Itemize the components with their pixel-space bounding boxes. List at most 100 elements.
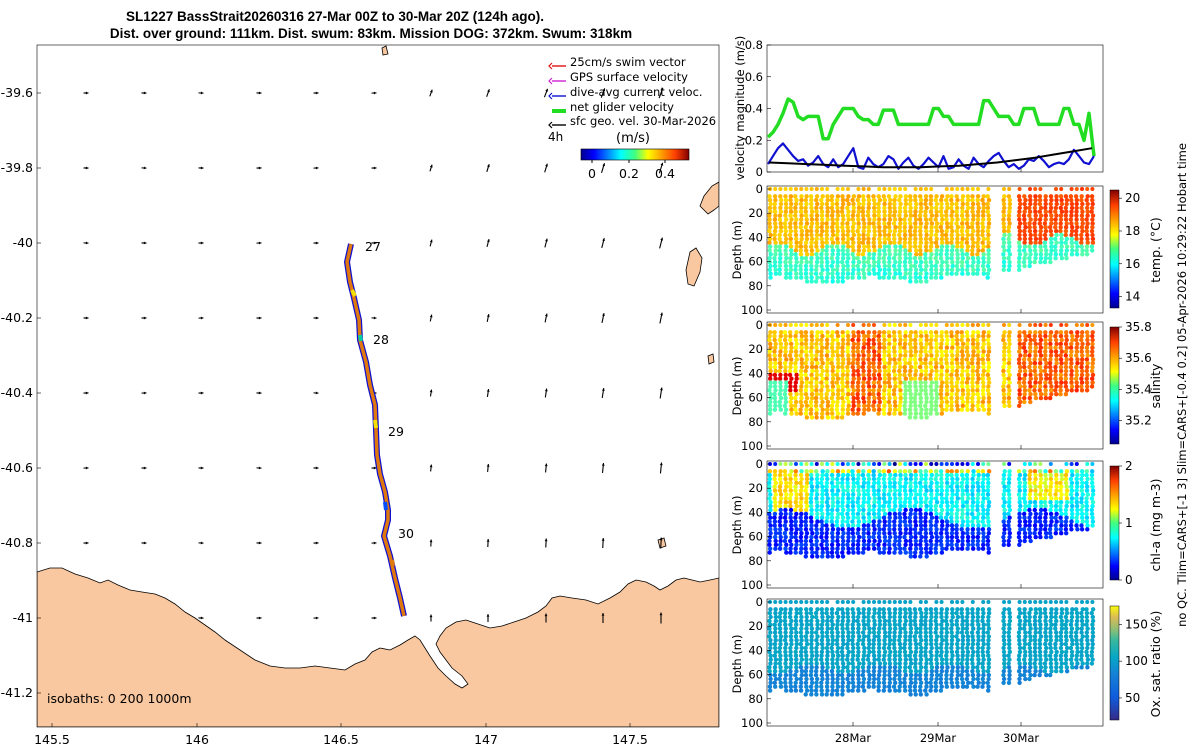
profile-sample-dot	[949, 333, 954, 339]
profile-sample-dot	[809, 649, 814, 655]
profile-sample-dot	[933, 618, 938, 624]
profile-sample-dot	[1001, 472, 1007, 478]
profile-sample-dot	[929, 333, 934, 339]
profile-sample-dot	[856, 252, 861, 257]
profile-sample-dot	[1033, 236, 1039, 242]
legend-dive-avg: dive-avg current veloc.	[570, 85, 703, 99]
profile-sample-dot	[1038, 496, 1044, 501]
profile-sample-dot	[846, 634, 851, 639]
profile-sample-dot	[914, 333, 919, 339]
profile-sample-dot	[970, 384, 975, 389]
profile-sample-dot	[856, 607, 861, 612]
profile-sample-dot	[799, 531, 804, 536]
profile-sample-dot	[886, 345, 892, 350]
profile-sample-dot	[944, 527, 949, 532]
profile-sample-dot	[882, 201, 887, 207]
profile-sample-dot	[1002, 232, 1007, 238]
profile-sample-dot	[907, 240, 912, 245]
profile-sample-dot	[891, 368, 897, 374]
profile-sample-dot	[965, 345, 970, 350]
profile-sample-dot	[777, 503, 783, 509]
profile-sample-dot	[777, 368, 782, 374]
profile-sample-dot	[886, 275, 892, 280]
profile-sample-dot	[783, 232, 788, 238]
profile-sample-dot	[860, 665, 866, 670]
profile-sample-dot	[949, 399, 954, 405]
profile-sample-dot	[866, 333, 871, 339]
profile-sample-dot	[892, 492, 897, 497]
profile-sample-dot	[840, 353, 845, 358]
profile-sample-dot	[917, 256, 923, 261]
profile-sample-dot	[928, 622, 934, 627]
profile-sample-dot	[835, 657, 840, 662]
profile-sample-dot	[815, 349, 820, 354]
profile-sample-dot	[824, 232, 829, 238]
profile-sample-dot	[954, 384, 959, 389]
profile-sample-dot	[1027, 476, 1032, 482]
profile-sample-dot	[918, 337, 923, 343]
profile-sample-dot	[782, 403, 788, 408]
surface-sample-dot	[1090, 187, 1095, 191]
profile-sample-dot	[1070, 472, 1075, 478]
profile-sample-dot	[1063, 205, 1069, 211]
profile-sample-dot	[934, 411, 940, 416]
profile-sample-dot	[825, 469, 830, 474]
profile-sample-dot	[1028, 384, 1033, 389]
profile-sample-dot	[919, 614, 924, 620]
surface-sample-dot	[970, 323, 975, 327]
profile-sample-dot	[903, 376, 908, 381]
profile-sample-dot	[981, 349, 986, 354]
profile-sample-dot	[891, 275, 897, 280]
profile-sample-dot	[784, 484, 789, 489]
surface-sample-dot	[840, 462, 845, 466]
profile-sample-dot	[788, 507, 794, 513]
profile-sample-dot	[913, 384, 918, 389]
profile-sample-dot	[813, 395, 819, 401]
profile-sample-dot	[903, 527, 909, 532]
profile-sample-dot	[944, 330, 949, 335]
profile-sample-dot	[778, 395, 784, 401]
profile-sample-dot	[1007, 492, 1012, 497]
profile-sample-dot	[845, 225, 850, 230]
profile-sample-dot	[793, 384, 798, 389]
profile-sample-dot	[783, 630, 788, 635]
profile-sample-dot	[789, 523, 794, 528]
surface-sample-dot	[882, 187, 887, 191]
profile-sample-dot	[908, 353, 914, 358]
profile-sample-dot	[965, 534, 971, 540]
profile-sample-dot	[887, 546, 892, 551]
profile-sample-dot	[959, 361, 965, 366]
profile-sample-dot	[850, 672, 855, 678]
profile-sample-dot	[1074, 228, 1079, 234]
profile-sample-dot	[898, 472, 903, 478]
profile-sample-dot	[871, 469, 876, 474]
profile-sample-dot	[986, 248, 991, 253]
profile-sample-dot	[782, 523, 788, 528]
profile-sample-dot	[809, 372, 814, 378]
profile-sample-dot	[887, 534, 893, 540]
profile-sample-dot	[876, 263, 881, 269]
profile-sample-dot	[804, 337, 809, 343]
profile-sample-dot	[1032, 531, 1037, 536]
profile-sample-dot	[840, 248, 846, 253]
profile-sample-dot	[834, 638, 840, 643]
profile-sample-dot	[840, 507, 846, 513]
profile-sample-dot	[1079, 496, 1084, 501]
profile-sample-dot	[897, 376, 902, 381]
profile-sample-dot	[1006, 395, 1012, 401]
profile-sample-dot	[820, 661, 825, 666]
profile-sample-dot	[1064, 209, 1069, 214]
profile-sample-dot	[908, 534, 914, 540]
geo-vector-arrow	[486, 614, 490, 622]
profile-sample-dot	[1043, 492, 1048, 497]
profile-sample-dot	[851, 610, 856, 616]
profile-sample-dot	[986, 392, 991, 397]
profile-sample-dot	[1090, 380, 1095, 385]
profile-sample-dot	[788, 607, 793, 612]
profile-sample-dot	[819, 388, 824, 393]
profile-sample-dot	[908, 244, 913, 249]
profile-sample-dot	[862, 634, 867, 639]
profile-sample-dot	[768, 380, 773, 385]
profile-sample-dot	[949, 213, 954, 218]
profile-sample-dot	[803, 349, 809, 354]
